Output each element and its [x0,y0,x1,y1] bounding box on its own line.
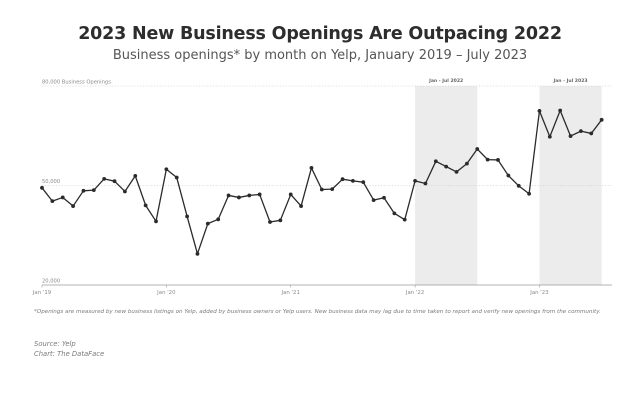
data-point-2019-07 [102,176,107,181]
data-point-2023-05 [579,129,583,134]
data-point-2019-05 [81,188,86,193]
shaded-range-label-2: Jan - Jul 2023 [552,78,587,84]
grid-lines: 80,000 Business Openings 50,000 20,000 [42,80,612,286]
data-point-2022-04 [444,164,449,169]
series-line-1 [41,109,603,255]
data-point-2019-08 [112,179,117,184]
data-point-2020-08 [237,195,241,200]
x-axis: Jan '19 Jan '20 Jan '21 Jan '22 Jan '23 [32,285,549,296]
data-point-2023-01 [537,108,542,113]
data-point-2021-12 [402,217,407,222]
data-point-2022-03 [433,159,438,164]
data-point-2020-06 [216,217,221,222]
data-point-2020-04 [195,251,200,256]
chart-title: 2023 New Business Openings Are Outpacing… [78,24,562,44]
data-point-2019-03 [60,195,65,200]
data-point-2020-01 [164,167,169,172]
data-point-2023-02 [547,134,552,139]
data-point-2022-01 [413,178,417,183]
data-point-2022-09 [496,158,500,162]
data-point-2022-11 [516,183,521,188]
data-point-2023-07 [599,117,604,122]
data-point-2022-07 [475,147,480,151]
x-tick-label-2022-01: Jan '22 [405,290,424,296]
source-line: Source: Yelp [34,340,76,348]
data-point-2019-12 [154,219,158,224]
series-line-layer [41,109,603,255]
y-tick-label-80000: 80,000 Business Openings [42,80,111,86]
data-point-2021-02 [299,204,303,208]
data-point-2023-06 [589,131,594,136]
data-point-2020-05 [205,221,210,226]
y-tick-label-50000: 50,000 [42,179,60,185]
data-points [40,108,604,256]
x-tick-label-2019-01: Jan '19 [32,290,52,296]
credit-line: Chart: The DataFace [34,350,105,358]
data-point-2019-06 [91,188,96,193]
data-point-2022-08 [485,157,490,162]
data-point-2019-10 [133,173,138,178]
data-point-2020-11 [268,220,272,224]
data-point-2022-02 [423,181,428,186]
data-point-2021-07 [351,178,355,183]
x-tick-label-2021-01: Jan '21 [281,290,300,296]
footnote: *Openings are measured by new business l… [34,309,601,315]
data-point-2020-02 [174,175,179,180]
data-point-2020-10 [257,192,262,197]
data-point-2022-05 [454,170,459,174]
data-point-2020-12 [278,218,283,223]
data-point-2021-11 [392,211,397,216]
data-point-2019-04 [71,204,75,208]
y-tick-label-20000: 20,000 [42,279,60,285]
data-point-2021-05 [330,187,335,192]
data-point-2022-06 [465,161,469,166]
x-tick-label-2020-01: Jan '20 [156,290,176,296]
data-point-2021-03 [309,166,314,170]
chart-subtitle: Business openings* by month on Yelp, Jan… [112,48,528,63]
data-point-2019-09 [123,189,127,194]
data-point-2023-03 [558,108,563,113]
shaded-range-label-1: Jan - Jul 2022 [428,78,463,84]
shaded-periods: Jan - Jul 2022 Jan - Jul 2023 [415,78,602,285]
source-block: Source: Yelp Chart: The DataFace [34,339,104,359]
data-point-2021-06 [340,177,345,182]
shaded-range-2 [539,86,602,285]
data-point-2021-09 [371,198,376,202]
data-point-2019-01 [40,185,44,190]
data-point-2021-04 [319,187,324,192]
data-point-2021-01 [288,192,293,197]
x-tick-label-2023-01: Jan '23 [529,290,548,296]
data-point-2022-10 [506,173,511,178]
data-point-2020-03 [185,214,189,219]
data-point-2019-11 [143,203,148,208]
data-point-2021-10 [382,195,386,200]
data-point-2023-04 [568,134,573,138]
data-point-2020-07 [226,193,231,198]
data-point-2019-02 [50,199,55,203]
data-point-2021-08 [361,180,366,185]
data-point-2020-09 [247,193,252,198]
data-point-2022-12 [527,191,531,196]
